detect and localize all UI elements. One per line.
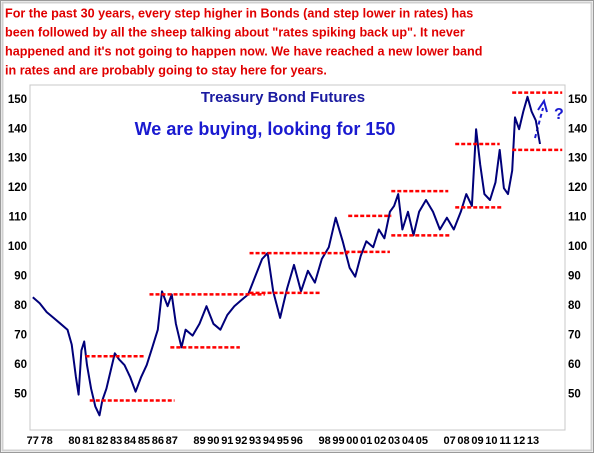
x-tick-label: 98 [318, 435, 330, 447]
x-tick-label: 00 [346, 435, 358, 447]
x-tick-label: 99 [332, 435, 344, 447]
note-line: been followed by all the sheep talking a… [5, 25, 465, 39]
y-tick-label-right: 110 [568, 212, 587, 224]
arrow-shaft [534, 107, 544, 139]
note-line: in rates and are probably going to stay … [5, 63, 327, 77]
x-tick-label: 87 [166, 435, 178, 447]
arrow [534, 98, 548, 139]
x-tick-label: 01 [360, 435, 372, 447]
y-tick-label-right: 120 [568, 182, 587, 194]
y-tick-label-right: 130 [568, 153, 587, 165]
x-tick-label: 89 [193, 435, 205, 447]
x-tick-label: 83 [110, 435, 122, 447]
y-tick-label-right: 150 [568, 94, 587, 106]
chart-subtitle: We are buying, looking for 150 [135, 119, 396, 139]
x-tick-label: 96 [291, 435, 303, 447]
y-tick-label-right: 80 [568, 300, 581, 312]
x-tick-label: 12 [513, 435, 525, 447]
y-tick-label-right: 60 [568, 359, 581, 371]
y-tick-label: 90 [14, 271, 27, 283]
y-tick-label: 100 [8, 241, 27, 253]
y-tick-label: 140 [8, 123, 27, 135]
x-tick-label: 92 [235, 435, 247, 447]
arrow-label: ? [554, 106, 564, 123]
x-tick-label: 02 [374, 435, 386, 447]
y-tick-label: 150 [8, 94, 27, 106]
x-tick-label: 08 [457, 435, 469, 447]
y-tick-label: 70 [14, 330, 27, 342]
x-tick-label: 84 [124, 435, 137, 447]
x-tick-label: 13 [527, 435, 539, 447]
y-tick-label-right: 100 [568, 241, 587, 253]
x-tick-label: 81 [82, 435, 94, 447]
x-tick-label: 91 [221, 435, 233, 447]
price-line [32, 95, 541, 417]
y-tick-label: 60 [14, 359, 27, 371]
y-tick-label-right: 90 [568, 271, 581, 283]
x-tick-label: 85 [138, 435, 150, 447]
x-tick-label: 10 [485, 435, 497, 447]
y-tick-label: 80 [14, 300, 27, 312]
x-tick-label: 03 [388, 435, 400, 447]
x-tick-label: 82 [96, 435, 108, 447]
x-tick-label: 90 [207, 435, 219, 447]
y-tick-label: 130 [8, 153, 27, 165]
x-tick-label: 94 [263, 435, 276, 447]
x-tick-label: 09 [471, 435, 483, 447]
x-tick-label: 11 [499, 435, 511, 447]
y-tick-label: 110 [8, 212, 27, 224]
x-tick-label: 04 [402, 435, 415, 447]
x-tick-label: 93 [249, 435, 261, 447]
x-tick-label: 07 [444, 435, 456, 447]
x-tick-label: 78 [41, 435, 53, 447]
x-tick-label: 86 [152, 435, 164, 447]
arrow-head [537, 98, 548, 113]
x-tick-label: 95 [277, 435, 289, 447]
note-line: For the past 30 years, every step higher… [5, 6, 473, 20]
x-tick-label: 05 [416, 435, 428, 447]
x-tick-label: 77 [27, 435, 39, 447]
y-tick-label-right: 70 [568, 330, 581, 342]
y-tick-label-right: 50 [568, 389, 581, 401]
y-tick-label: 50 [14, 389, 27, 401]
x-tick-label: 80 [68, 435, 80, 447]
plot-frame [29, 84, 566, 431]
y-tick-label: 120 [8, 182, 27, 194]
y-tick-label-right: 140 [568, 123, 587, 135]
note-line: happened and it's not going to happen no… [5, 44, 482, 58]
chart-title: Treasury Bond Futures [201, 89, 365, 106]
